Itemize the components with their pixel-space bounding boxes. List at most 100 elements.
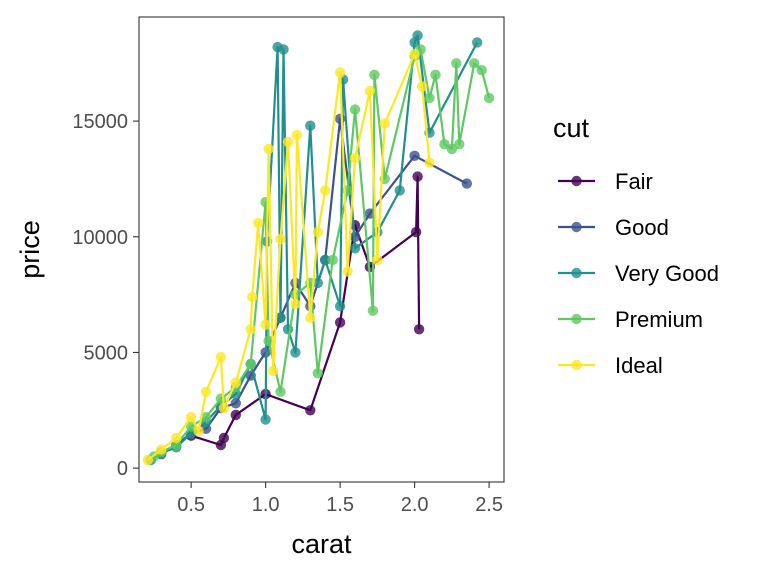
data-point <box>193 425 204 437</box>
series-fair <box>185 171 425 451</box>
data-point <box>451 58 462 69</box>
data-point <box>218 402 230 414</box>
data-point <box>416 81 428 92</box>
data-point <box>278 44 289 55</box>
data-point <box>320 254 331 266</box>
legend-key-point <box>571 359 582 371</box>
data-point <box>312 368 323 379</box>
y-tick-label: 5000 <box>84 342 129 364</box>
data-point <box>290 347 301 358</box>
x-tick-label: 2.5 <box>475 494 503 516</box>
data-point <box>430 69 441 81</box>
data-point <box>171 432 182 444</box>
x-tick-label: 1.5 <box>326 494 354 516</box>
data-point <box>409 48 420 60</box>
legend-key-point <box>571 221 582 233</box>
data-point <box>200 386 212 397</box>
data-point <box>263 335 274 347</box>
data-point <box>142 454 154 466</box>
data-point <box>446 143 458 155</box>
legend-key-point <box>571 313 582 325</box>
plot-panel <box>138 16 505 483</box>
data-point <box>290 298 301 310</box>
legend-items: Fair Good Very Good Premium Ideal <box>558 169 719 378</box>
data-point <box>267 365 279 377</box>
legend-item: Ideal <box>558 353 663 378</box>
data-point <box>260 319 271 330</box>
data-point <box>320 185 331 196</box>
data-point <box>247 291 258 303</box>
data-point <box>410 226 422 238</box>
data-point <box>364 85 376 97</box>
data-point <box>245 324 256 335</box>
data-point <box>472 37 483 48</box>
data-point <box>312 226 323 238</box>
data-point <box>230 377 241 388</box>
legend-label: Ideal <box>615 353 663 378</box>
series-layer <box>142 30 495 466</box>
legend: cut Fair Good Very Good Premium Ideal <box>553 113 719 378</box>
data-point <box>349 104 361 115</box>
legend-key-point <box>571 267 582 279</box>
data-point <box>245 358 256 370</box>
data-point <box>215 351 227 363</box>
data-point <box>379 118 390 129</box>
data-point <box>334 113 346 125</box>
data-point <box>367 305 379 316</box>
legend-label: Very Good <box>615 261 719 286</box>
data-point <box>305 405 316 416</box>
y-axis: 0 5000 10000 15000 <box>72 111 139 480</box>
data-point <box>469 58 480 69</box>
legend-item: Very Good <box>558 261 719 286</box>
data-point <box>369 69 380 81</box>
data-point <box>275 312 286 323</box>
data-point <box>230 409 241 421</box>
y-tick-label: 0 <box>117 458 128 480</box>
legend-key-point <box>571 175 582 187</box>
data-point <box>349 152 361 164</box>
data-point <box>305 312 316 323</box>
data-point <box>230 398 241 409</box>
data-point <box>327 254 338 266</box>
x-tick-label: 2.0 <box>401 494 429 516</box>
data-point <box>334 317 346 328</box>
data-point <box>312 277 323 289</box>
data-point <box>253 217 264 229</box>
data-point <box>260 414 271 425</box>
data-point <box>372 254 383 266</box>
legend-label: Good <box>615 215 669 240</box>
data-point <box>291 129 303 141</box>
data-point <box>424 92 435 104</box>
data-point <box>476 65 487 76</box>
legend-item: Fair <box>558 169 653 194</box>
data-point <box>394 185 405 196</box>
x-axis-title: carat <box>291 529 352 559</box>
data-point <box>275 233 286 245</box>
legend-item: Good <box>558 215 669 240</box>
data-point <box>334 67 346 78</box>
data-point <box>439 139 450 150</box>
data-point <box>412 30 423 41</box>
data-point <box>483 92 495 104</box>
data-point <box>156 444 167 455</box>
data-point <box>218 432 230 444</box>
legend-label: Premium <box>615 307 703 332</box>
series-ideal <box>142 48 435 466</box>
data-point <box>424 157 435 168</box>
data-point <box>349 243 361 254</box>
legend-title: cut <box>553 113 590 143</box>
data-point <box>282 136 294 148</box>
data-point <box>200 412 212 423</box>
data-point <box>412 171 423 182</box>
data-point <box>305 120 316 131</box>
data-point <box>185 412 197 423</box>
data-point <box>275 386 286 397</box>
data-point <box>334 301 346 312</box>
legend-label: Fair <box>615 169 653 194</box>
y-tick-label: 10000 <box>72 227 128 249</box>
x-axis: 0.5 1.0 1.5 2.0 2.5 <box>177 482 503 516</box>
data-point <box>263 143 274 155</box>
data-point <box>461 178 472 189</box>
